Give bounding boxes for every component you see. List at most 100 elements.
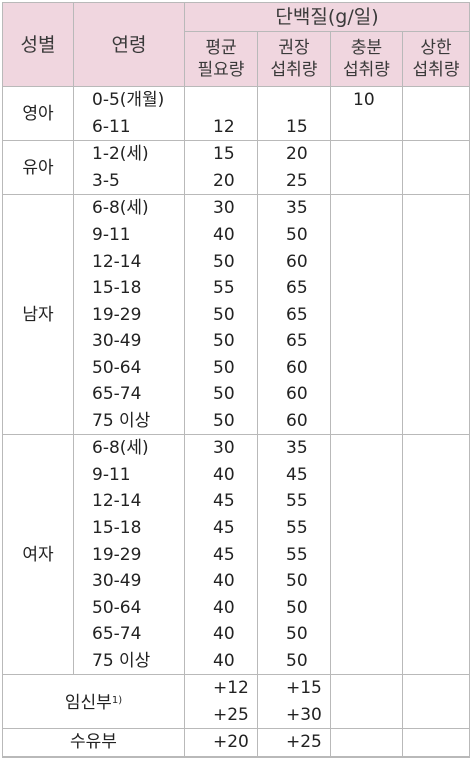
- age-cell: 9-11: [73, 221, 185, 249]
- ai-cell: [330, 567, 403, 595]
- ear-cell: 50: [184, 381, 258, 408]
- sex-group-label: 여자: [2, 434, 74, 676]
- rni-cell: 35: [257, 434, 331, 462]
- ai-cell: [330, 594, 403, 621]
- ai-cell: [330, 301, 403, 328]
- table-row: 9-11 40 45: [3, 461, 471, 489]
- ear-cell: 45: [184, 488, 258, 515]
- rni-cell: 65: [257, 327, 331, 355]
- ai-cell: [330, 407, 403, 436]
- rni-cell: [257, 86, 331, 114]
- age-cell: 65-74: [73, 620, 185, 648]
- pregnant-ear-cell: +25: [184, 701, 258, 730]
- age-cell: 30-49: [73, 327, 185, 355]
- ul-cell: [401, 407, 471, 436]
- age-cell: 50-64: [73, 594, 185, 621]
- ai-cell: [330, 221, 403, 249]
- ear-cell: 30: [184, 434, 258, 462]
- table-body: 영아 0-5(개월) 10 6-11 12 15 유아 1-2(세) 15 20 3-5 20 25 남자…: [2, 86, 471, 758]
- age-cell: 15-18: [73, 274, 185, 302]
- rni-cell: 55: [257, 514, 331, 542]
- age-cell: 12-14: [73, 248, 185, 275]
- ul-cell: [401, 248, 471, 275]
- ul-cell: [401, 594, 471, 621]
- ai-cell: [330, 167, 403, 196]
- ul-cell: [401, 194, 471, 222]
- rni-cell: 50: [257, 594, 331, 621]
- age-cell: 9-11: [73, 461, 185, 489]
- table-row: 영아 0-5(개월) 10: [2, 86, 471, 142]
- ai-cell: [330, 194, 403, 222]
- ear-cell: 50: [184, 301, 258, 328]
- ear-cell: 40: [184, 221, 258, 249]
- table-row: 50-64 50 60: [3, 354, 471, 382]
- age-cell: 19-29: [73, 301, 185, 328]
- table-row: 유아 1-2(세) 15 20: [2, 140, 471, 196]
- ai-cell: [330, 461, 403, 489]
- lactating-ai: [330, 728, 403, 758]
- pregnant-label-text: 임신부: [64, 692, 112, 713]
- ear-cell: 40: [184, 647, 258, 676]
- rni-cell: 35: [257, 194, 331, 222]
- ear-cell: [184, 86, 258, 114]
- sex-group-label: 유아: [2, 140, 74, 196]
- ear-cell: 20: [184, 167, 258, 196]
- table-row-pregnant: +25 +30: [3, 701, 471, 730]
- age-cell: 1-2(세): [73, 140, 185, 168]
- pregnant-ul-cell: [401, 701, 471, 730]
- ul-cell: [401, 514, 471, 542]
- table-row: 65-74 50 60: [3, 381, 471, 408]
- ul-cell: [401, 274, 471, 302]
- header-age: 연령: [73, 2, 185, 87]
- ai-cell: [330, 647, 403, 676]
- lactating-label: 수유부: [2, 728, 185, 758]
- pregnant-ai-cell: [330, 701, 403, 730]
- ul-cell: [401, 541, 471, 568]
- ear-cell: 50: [184, 327, 258, 355]
- rni-cell: 50: [257, 620, 331, 648]
- rni-cell: 15: [257, 113, 331, 142]
- age-cell: 6-8(세): [73, 194, 185, 222]
- ul-cell: [401, 113, 471, 142]
- ai-cell: [330, 113, 403, 142]
- table-row: 여자 6-8(세) 30 35: [2, 434, 471, 676]
- table-row: 65-74 40 50: [3, 620, 471, 648]
- ai-cell: [330, 541, 403, 568]
- age-cell: 15-18: [73, 514, 185, 542]
- age-cell: 6-8(세): [73, 434, 185, 462]
- ear-cell: 40: [184, 594, 258, 621]
- rni-cell: 60: [257, 381, 331, 408]
- header-ul: 상한 섭취량: [401, 31, 471, 87]
- age-cell: 0-5(개월): [73, 86, 185, 114]
- table-row: 19-29 50 65: [3, 301, 471, 328]
- ai-cell: [330, 434, 403, 462]
- pregnant-ear-cell: +12: [184, 674, 258, 702]
- age-cell: 30-49: [73, 567, 185, 595]
- rni-cell: 50: [257, 567, 331, 595]
- sex-group-label: 남자: [2, 194, 74, 436]
- pregnant-ul-cell: [401, 674, 471, 702]
- ul-cell: [401, 381, 471, 408]
- rni-cell: 60: [257, 248, 331, 275]
- table-row: 15-18 45 55: [3, 514, 471, 542]
- header-sex: 성별: [2, 2, 74, 87]
- header-ear: 평균 필요량: [184, 31, 258, 87]
- lactating-rni: +25: [257, 728, 331, 758]
- ear-cell: 12: [184, 113, 258, 142]
- ul-cell: [401, 327, 471, 355]
- age-cell: 19-29: [73, 541, 185, 568]
- age-cell: 75 이상: [73, 647, 185, 676]
- ai-cell: [330, 140, 403, 168]
- pregnant-label: 임신부1): [2, 674, 185, 730]
- ul-cell: [401, 354, 471, 382]
- ul-cell: [401, 461, 471, 489]
- header-ai: 충분 섭취량: [330, 31, 403, 87]
- ul-cell: [401, 167, 471, 196]
- table-row: 6-11 12 15: [3, 113, 471, 142]
- rni-cell: 65: [257, 301, 331, 328]
- ai-cell: [330, 248, 403, 275]
- rni-cell: 25: [257, 167, 331, 196]
- rni-cell: 50: [257, 647, 331, 676]
- age-cell: 65-74: [73, 381, 185, 408]
- rni-cell: 60: [257, 354, 331, 382]
